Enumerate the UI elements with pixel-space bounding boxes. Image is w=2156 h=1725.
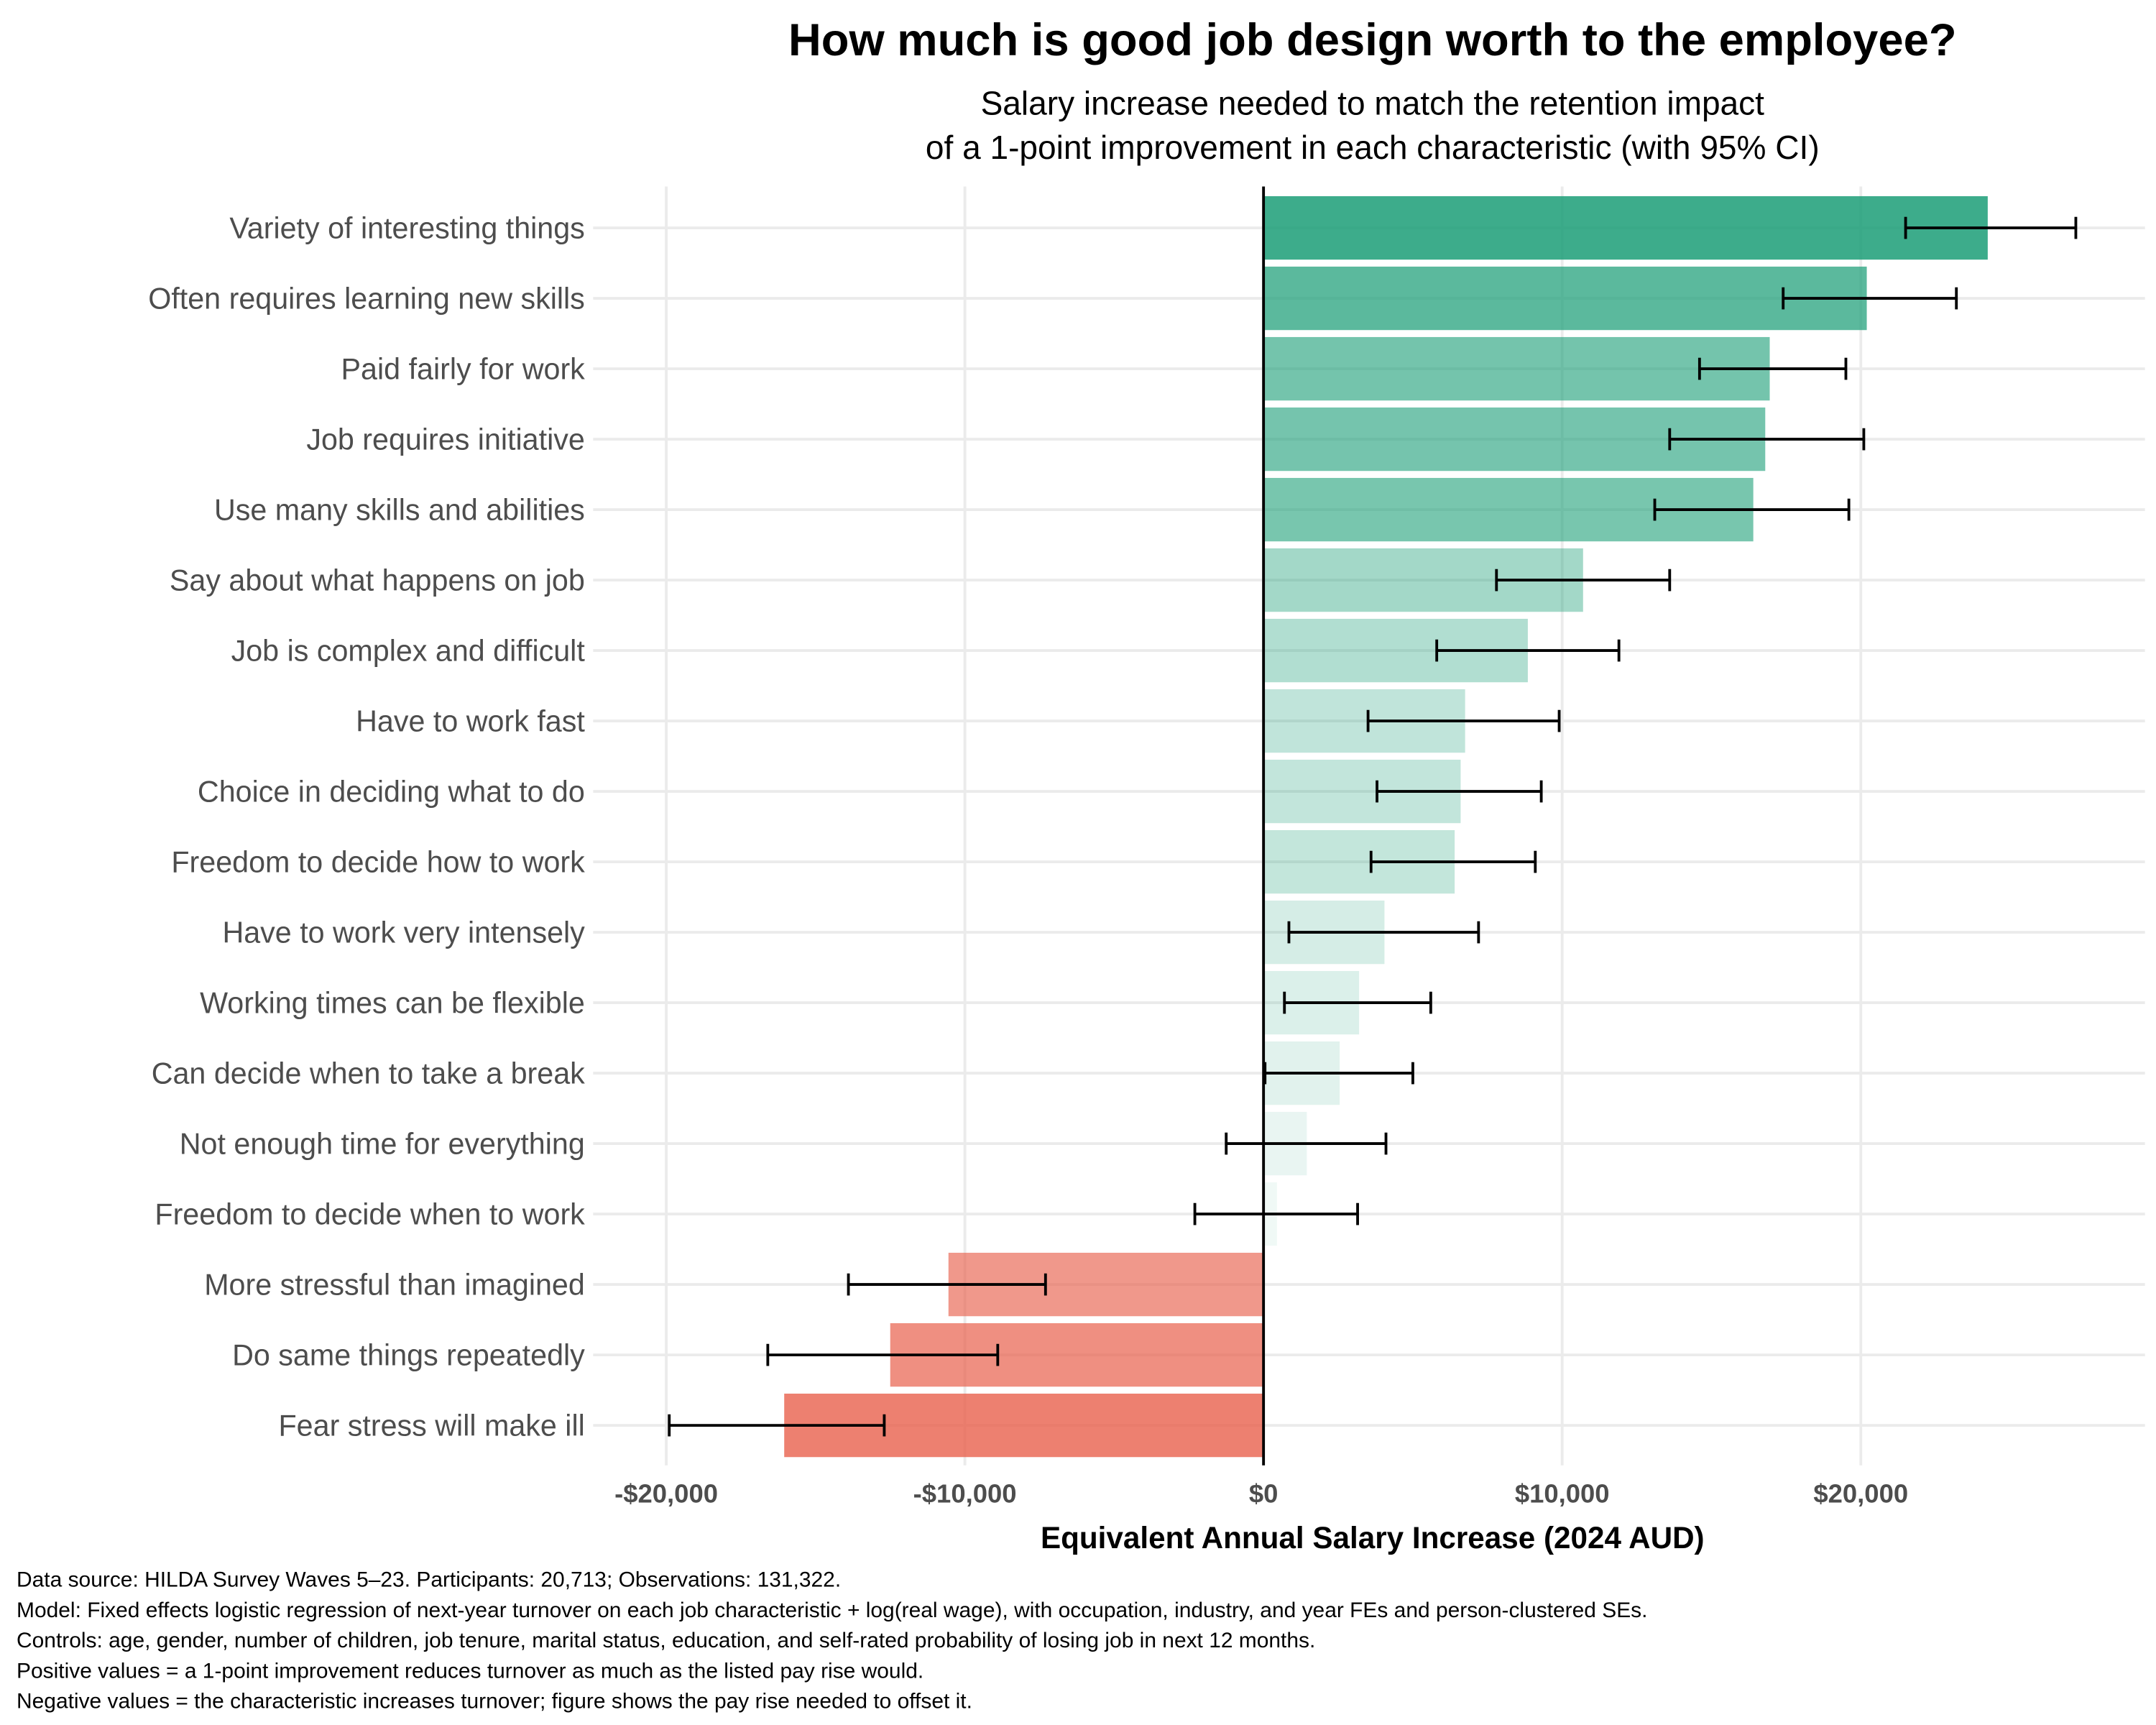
caption-line-2: Model: Fixed effects logistic regression…	[17, 1598, 1647, 1622]
bar	[1263, 196, 1988, 260]
error-bar	[1369, 850, 1537, 873]
y-axis-label: Can decide when to take a break	[152, 1057, 585, 1090]
x-tick-label: -$10,000	[913, 1479, 1017, 1509]
caption-line-3: Controls: age, gender, number of childre…	[17, 1629, 1315, 1652]
y-axis-label: Choice in deciding what to do	[198, 775, 585, 808]
error-bar	[1495, 569, 1672, 592]
y-axis-label: More stressful than imagined	[204, 1269, 585, 1302]
y-axis-label: Working times can be flexible	[200, 986, 585, 1019]
y-axis-labels: Variety of interesting things Often requi…	[148, 211, 585, 1442]
x-tick-label: $20,000	[1813, 1479, 1908, 1509]
caption-line-5: Negative values = the characteristic inc…	[17, 1690, 972, 1714]
error-bar	[668, 1414, 886, 1437]
x-tick-label: $10,000	[1515, 1479, 1610, 1509]
bar	[1263, 336, 1770, 401]
error-bar	[1193, 1202, 1359, 1225]
error-bar	[1287, 921, 1480, 944]
chart-title: How much is good job design worth to the…	[788, 15, 1956, 65]
error-bar	[1435, 639, 1621, 662]
y-axis-label: Not enough time for everything	[180, 1127, 585, 1160]
error-bar	[1263, 1062, 1414, 1085]
caption-line-4: Positive values = a 1-point improvement …	[17, 1659, 923, 1683]
error-bar	[1904, 216, 2078, 239]
x-axis-title: Equivalent Annual Salary Increase (2024 …	[1041, 1521, 1705, 1555]
error-bar	[1782, 287, 1958, 310]
error-bars	[668, 216, 2078, 1437]
caption-line-1: Data source: HILDA Survey Waves 5–23. Pa…	[17, 1568, 841, 1592]
y-axis-label: Fear stress will make ill	[278, 1409, 584, 1443]
bar	[1263, 266, 1867, 331]
y-axis-label: Freedom to decide when to work	[155, 1198, 585, 1231]
x-axis-ticks: -$20,000 -$10,000 $0 $10,000 $20,000	[614, 1479, 1908, 1509]
y-axis-label: Have to work fast	[356, 704, 585, 737]
error-bar	[1366, 709, 1561, 732]
y-axis-label: Use many skills and abilities	[214, 493, 585, 526]
error-bar	[766, 1343, 1000, 1366]
error-bar	[847, 1273, 1047, 1296]
y-axis-label: Paid fairly for work	[341, 352, 586, 385]
error-bar	[1376, 780, 1543, 803]
y-axis-label: Say about what happens on job	[170, 564, 585, 597]
error-bar	[1653, 498, 1851, 521]
chart-subtitle-line-2: of a 1-point improvement in each charact…	[926, 129, 1820, 166]
y-axis-label: Have to work very intensely	[222, 916, 585, 949]
y-axis-label: Job requires initiative	[306, 423, 584, 456]
chart-subtitle-line-1: Salary increase needed to match the rete…	[981, 85, 1765, 122]
y-axis-label: Often requires learning new skills	[148, 282, 585, 315]
y-axis-label: Do same things repeatedly	[232, 1339, 585, 1372]
error-bar	[1225, 1132, 1388, 1155]
x-tick-label: $0	[1249, 1479, 1279, 1509]
error-bar	[1283, 991, 1432, 1014]
error-bar	[1668, 428, 1866, 451]
x-tick-label: -$20,000	[614, 1479, 718, 1509]
y-axis-label: Variety of interesting things	[229, 211, 585, 244]
y-axis-label: Job is complex and difficult	[231, 634, 586, 667]
y-axis-label: Freedom to decide how to work	[171, 845, 585, 878]
caption: Data source: HILDA Survey Waves 5–23. Pa…	[17, 1568, 1647, 1714]
error-bar	[1697, 357, 1848, 380]
